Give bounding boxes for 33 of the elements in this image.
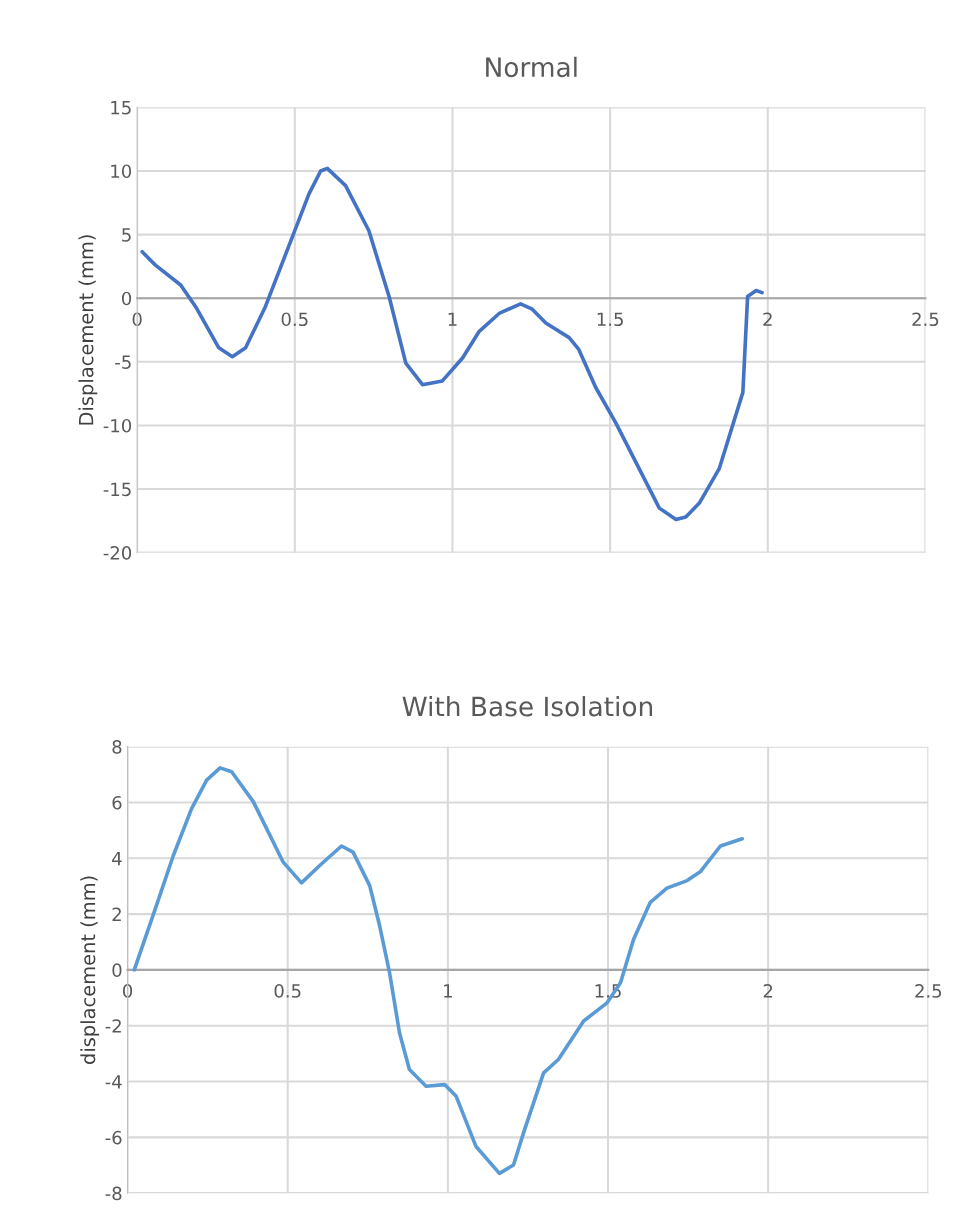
- line-series: [132, 766, 745, 1176]
- y-tick-label: -6: [105, 1130, 122, 1145]
- y-tick-label: -4: [105, 1075, 122, 1089]
- x-tick-label: 1: [444, 984, 452, 998]
- x-tick-label: 1.5: [597, 312, 623, 327]
- x-tick-label: 0.5: [281, 312, 308, 327]
- y-tick-label: -20: [103, 546, 132, 560]
- y-tick-label: -15: [103, 482, 131, 497]
- y-tick-label: 8: [112, 740, 122, 754]
- y-tick-label: 0: [112, 963, 122, 978]
- y-axis-title: displacement (mm): [80, 876, 100, 1064]
- y-tick-label: -8: [105, 1186, 122, 1201]
- y-tick-label: 0: [121, 291, 132, 306]
- x-tick-label: 0.5: [274, 984, 301, 998]
- x-tick-label: 1: [448, 312, 457, 326]
- y-tick-label: -2: [105, 1019, 121, 1033]
- y-axis-title: Displacement (mm): [78, 235, 98, 425]
- y-tick-label: 2: [112, 907, 121, 921]
- chart-title: Normal: [486, 56, 577, 78]
- y-tick-label: 15: [111, 101, 131, 115]
- y-tick-label: 6: [112, 795, 122, 810]
- y-tick-label: 10: [111, 164, 132, 179]
- x-tick-label: 2.5: [915, 984, 942, 998]
- x-tick-label: 2: [763, 984, 773, 998]
- x-tick-label: 2: [763, 312, 772, 326]
- y-tick-label: -5: [115, 355, 131, 369]
- x-tick-label: 2.5: [912, 312, 939, 327]
- y-tick-label: 4: [112, 851, 122, 866]
- chart-title: With Base Isolation: [402, 696, 653, 717]
- x-tick-label: 0: [132, 312, 142, 327]
- y-tick-label: -10: [103, 418, 132, 433]
- line-series: [140, 166, 764, 522]
- y-tick-label: 5: [122, 228, 131, 242]
